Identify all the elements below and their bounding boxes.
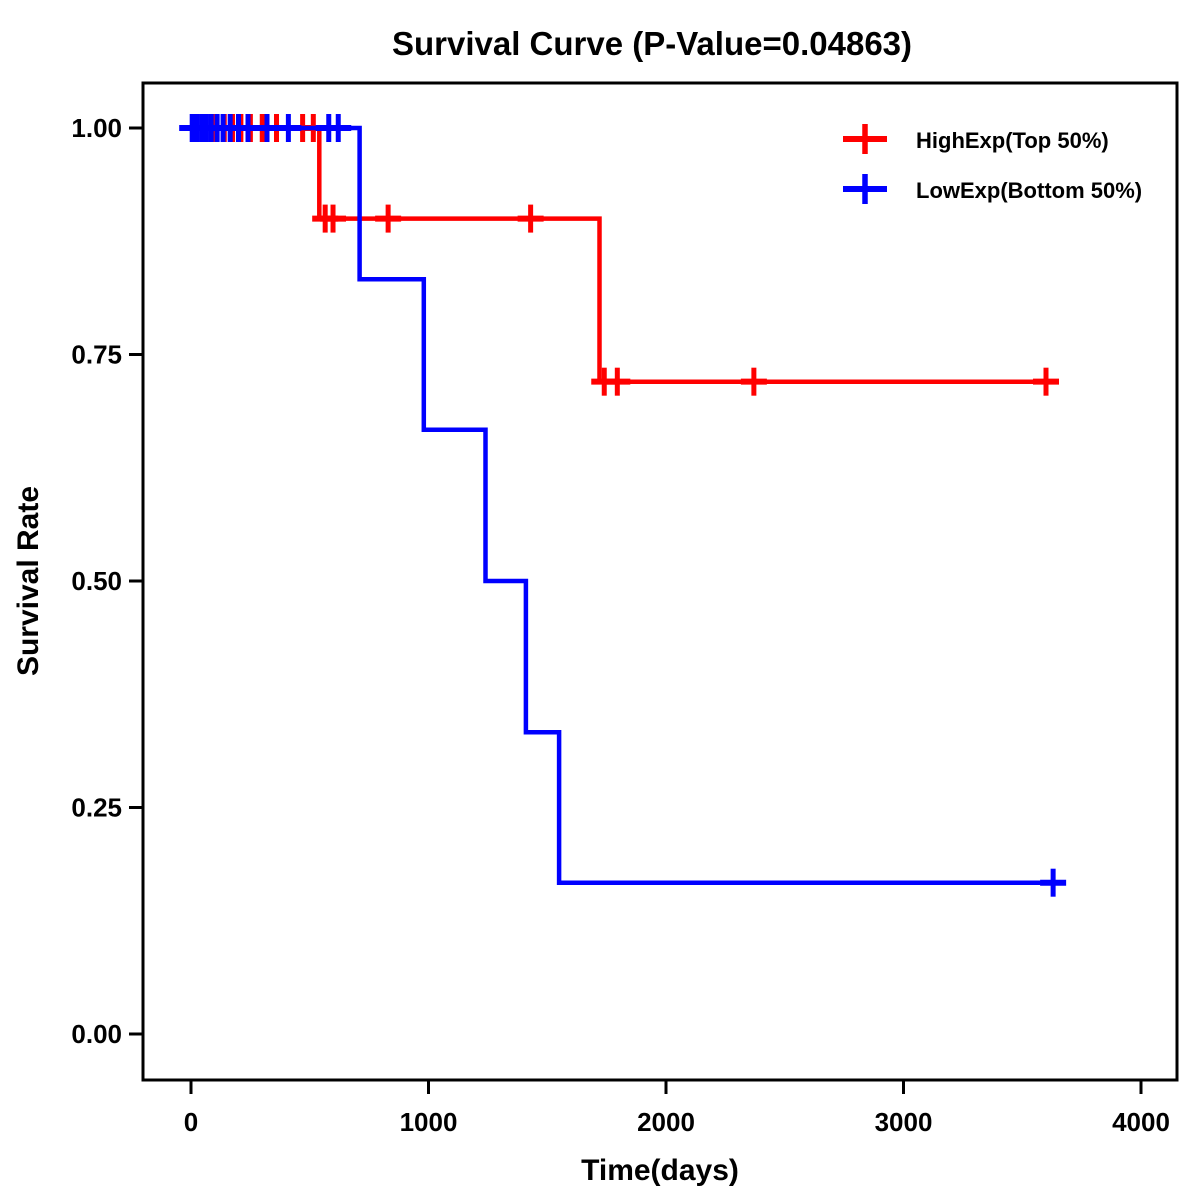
survival-curve-lowexp [191, 125, 1058, 885]
x-tick-label: 1000 [400, 1107, 458, 1137]
legend-label-highexp: HighExp(Top 50%) [916, 128, 1109, 153]
y-tick-label: 0.75 [71, 340, 122, 370]
x-axis-title: Time(days) [581, 1154, 739, 1187]
x-tick-label: 4000 [1112, 1107, 1170, 1137]
y-tick-label: 0.25 [71, 793, 122, 823]
survival-curve-highexp [191, 125, 1058, 384]
plot-border [141, 81, 1179, 1082]
y-axis-title: Survival Rate [12, 486, 45, 676]
x-tick-label: 2000 [637, 1107, 695, 1137]
legend-label-lowexp: LowExp(Bottom 50%) [916, 178, 1142, 203]
y-tick-label: 0.00 [71, 1019, 122, 1049]
x-tick-label: 0 [184, 1107, 198, 1137]
legend-symbols [843, 124, 887, 204]
series-layer [179, 114, 1067, 897]
y-tick-label: 0.50 [71, 566, 122, 596]
axes-layer: 0 1000 2000 3000 4000 0.00 0.25 0.50 0.75 1.00 [71, 113, 1170, 1137]
x-tick-label: 3000 [875, 1107, 933, 1137]
chart-title: Survival Curve (P-Value=0.04863) [392, 25, 912, 62]
y-tick-label: 1.00 [71, 113, 122, 143]
